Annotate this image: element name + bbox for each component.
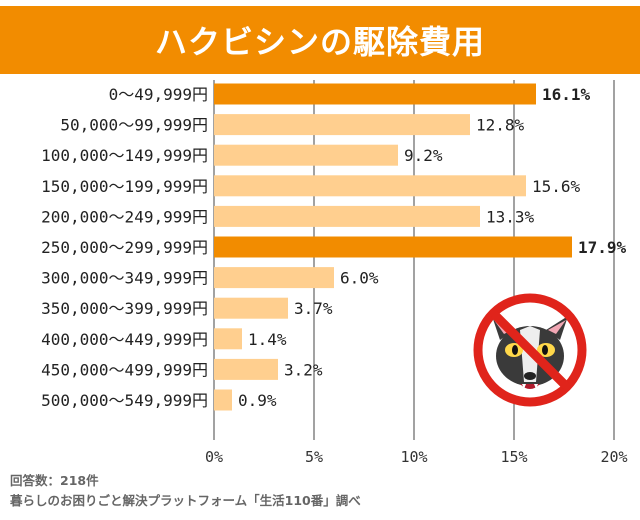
chart-title: ハクビシンの駆除費用 xyxy=(154,23,485,61)
source-note: 暮らしのお困りごと解決プラットフォーム「生活110番」調べ xyxy=(10,493,361,508)
value-label: 3.7% xyxy=(294,299,333,318)
bar xyxy=(214,205,480,227)
prohibition-ring xyxy=(473,293,587,407)
category-label: 400,000〜449,999円 xyxy=(41,330,208,349)
category-label: 0〜49,999円 xyxy=(109,85,208,104)
bar xyxy=(214,358,278,380)
x-tick-label: 5% xyxy=(305,448,323,466)
value-label: 16.1% xyxy=(542,85,591,104)
category-label: 250,000〜299,999円 xyxy=(41,238,208,257)
bar xyxy=(214,83,536,105)
category-label: 450,000〜499,999円 xyxy=(41,360,208,379)
value-label: 15.6% xyxy=(532,177,581,196)
category-label: 50,000〜99,999円 xyxy=(60,116,208,135)
bar xyxy=(214,328,242,350)
category-label: 350,000〜399,999円 xyxy=(41,299,208,318)
value-label: 12.8% xyxy=(476,116,525,135)
bar xyxy=(214,389,232,411)
value-label: 1.4% xyxy=(248,330,287,349)
title-banner: ハクビシンの駆除費用 xyxy=(0,6,640,74)
bar xyxy=(214,297,288,319)
category-label: 200,000〜249,999円 xyxy=(41,207,208,226)
x-tick-label: 20% xyxy=(600,448,627,466)
category-label: 100,000〜149,999円 xyxy=(41,146,208,165)
bar xyxy=(214,236,572,258)
value-label: 17.9% xyxy=(578,238,627,257)
bar xyxy=(214,114,470,136)
x-tick-label: 10% xyxy=(400,448,427,466)
prohibition-slash xyxy=(490,310,570,390)
value-label: 0.9% xyxy=(238,391,277,410)
value-label: 9.2% xyxy=(404,146,443,165)
bar xyxy=(214,144,398,166)
bar xyxy=(214,175,526,197)
category-label: 150,000〜199,999円 xyxy=(41,177,208,196)
respondent-count: 回答数：218件 xyxy=(10,473,99,488)
bar-chart: 0% 5% 10% 15% 20% 0〜49,999円 16.1% 50,000〜99,999… xyxy=(41,80,628,466)
x-tick-label: 15% xyxy=(500,448,527,466)
value-label: 13.3% xyxy=(486,207,535,226)
no-civet-icon xyxy=(473,293,587,407)
value-label: 6.0% xyxy=(340,269,379,288)
x-tick-label: 0% xyxy=(205,448,223,466)
bar xyxy=(214,267,334,289)
category-label: 300,000〜349,999円 xyxy=(41,269,208,288)
category-label: 500,000〜549,999円 xyxy=(41,391,208,410)
value-label: 3.2% xyxy=(284,360,323,379)
